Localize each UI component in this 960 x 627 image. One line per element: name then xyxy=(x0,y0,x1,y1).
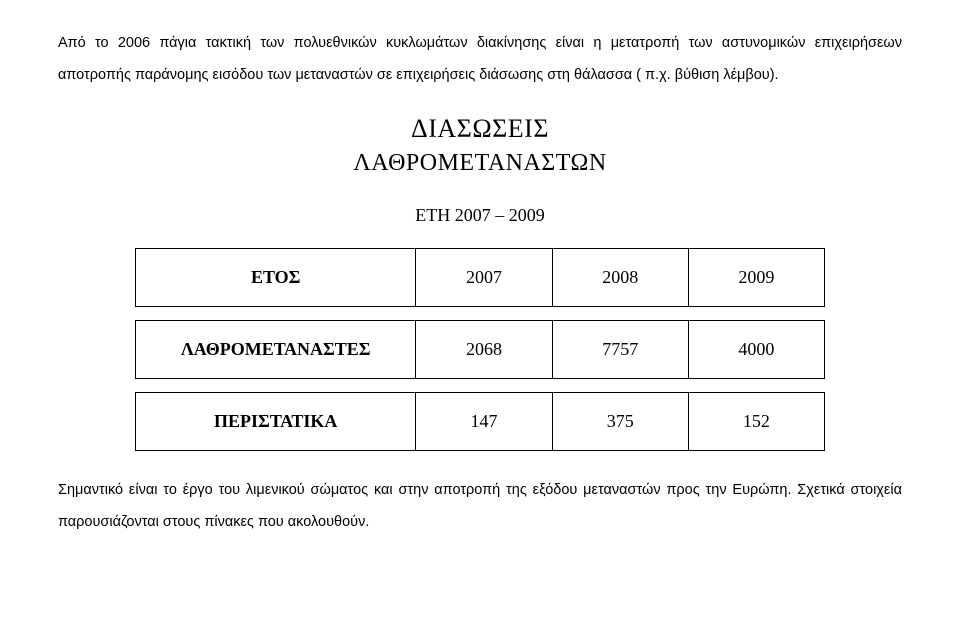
table-row: ΛΑΘΡΟΜΕΤΑΝΑΣΤΕΣ 2068 7757 4000 xyxy=(136,320,825,378)
year-cell: 2007 xyxy=(416,248,552,306)
subheading: ΕΤΗ 2007 – 2009 xyxy=(58,205,902,226)
table-header-row: ΕΤΟΣ 2007 2008 2009 xyxy=(136,248,825,306)
table-row: ΠΕΡΙΣΤΑΤΙΚΑ 147 375 152 xyxy=(136,392,825,450)
value-cell: 2068 xyxy=(416,320,552,378)
row-label-cell: ΛΑΘΡΟΜΕΤΑΝΑΣΤΕΣ xyxy=(136,320,416,378)
heading-line-1: ΔΙΑΣΩΣΕΙΣ xyxy=(58,114,902,144)
header-label-cell: ΕΤΟΣ xyxy=(136,248,416,306)
intro-paragraph: Από το 2006 πάγια τακτική των πολυεθνικώ… xyxy=(58,28,902,92)
year-cell: 2009 xyxy=(688,248,824,306)
year-cell: 2008 xyxy=(552,248,688,306)
main-heading: ΔΙΑΣΩΣΕΙΣ ΛΑΘΡΟΜΕΤΑΝΑΣΤΩΝ xyxy=(58,114,902,177)
value-cell: 7757 xyxy=(552,320,688,378)
value-cell: 4000 xyxy=(688,320,824,378)
closing-paragraph: Σημαντικό είναι το έργο του λιμενικού σώ… xyxy=(58,475,902,539)
row-label-cell: ΠΕΡΙΣΤΑΤΙΚΑ xyxy=(136,392,416,450)
heading-line-2: ΛΑΘΡΟΜΕΤΑΝΑΣΤΩΝ xyxy=(58,150,902,177)
value-cell: 147 xyxy=(416,392,552,450)
value-cell: 375 xyxy=(552,392,688,450)
rescues-table: ΕΤΟΣ 2007 2008 2009 ΛΑΘΡΟΜΕΤΑΝΑΣΤΕΣ 2068… xyxy=(135,248,825,451)
value-cell: 152 xyxy=(688,392,824,450)
